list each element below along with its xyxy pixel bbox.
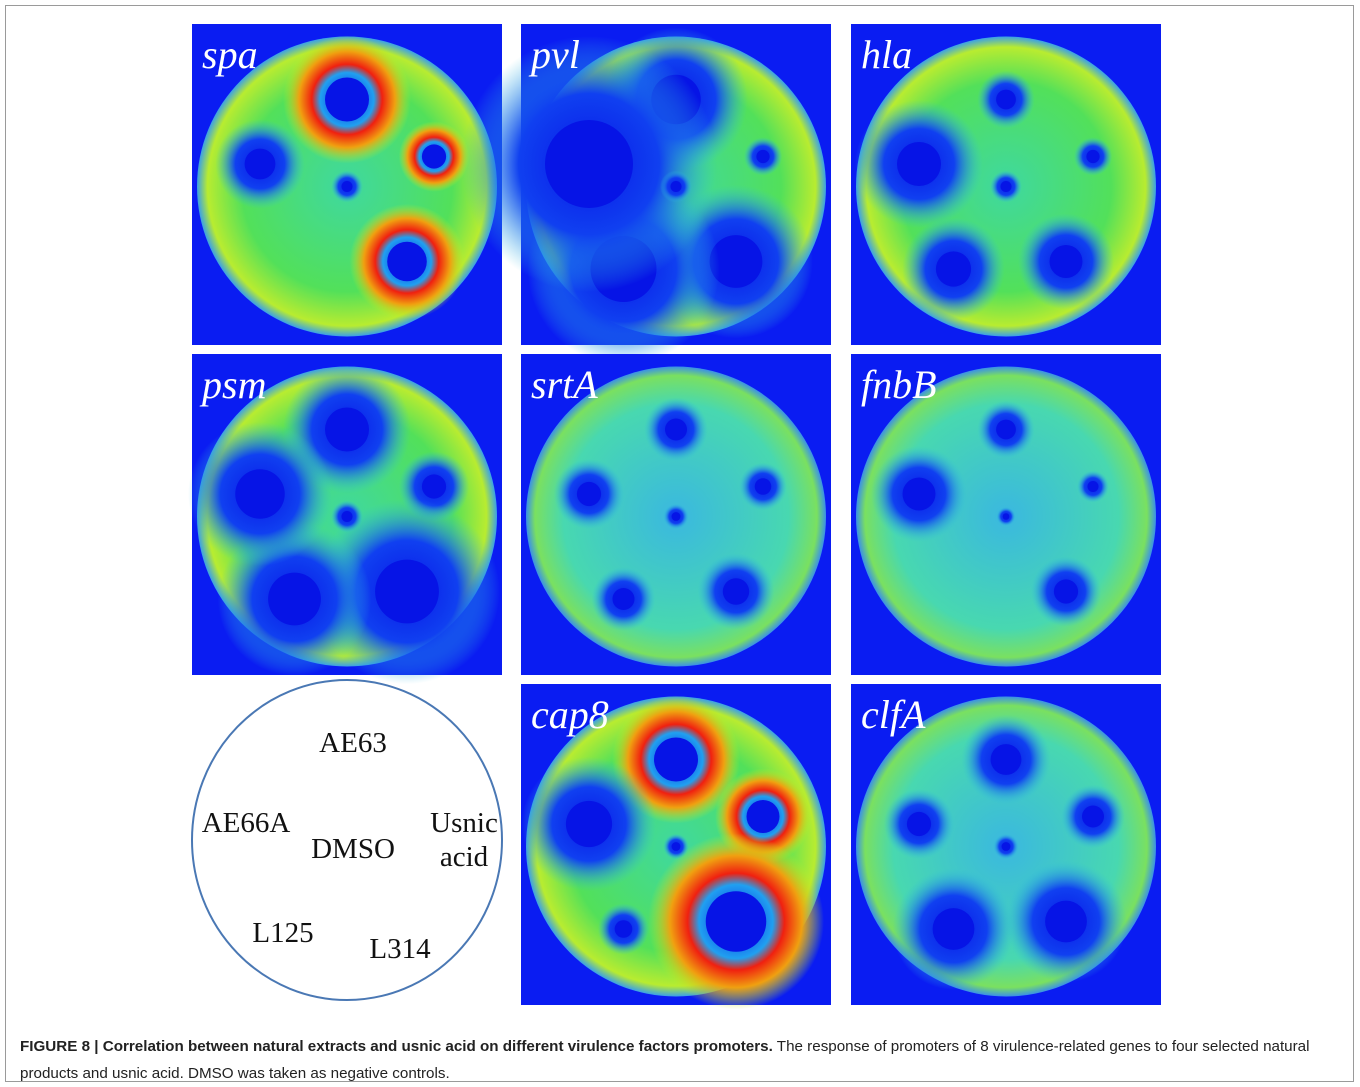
well (325, 408, 369, 452)
well (235, 469, 285, 519)
well (907, 812, 931, 836)
well (996, 420, 1016, 440)
legend-label: Usnic acid (414, 806, 514, 874)
well (903, 478, 936, 511)
panel: cap8 (521, 684, 831, 1010)
figure: spa pvl hla psm srtA fnbB cap8 clfA (0, 0, 1360, 1020)
panel-label: cap8 (531, 692, 609, 737)
well (1082, 806, 1104, 828)
well (672, 842, 681, 851)
panel: fnbB (851, 354, 1161, 675)
well (342, 181, 353, 192)
well (1001, 181, 1012, 192)
well (1002, 842, 1011, 851)
well (1003, 513, 1010, 520)
caption-label: FIGURE 8 | Correlation between natural e… (20, 1038, 773, 1055)
panel-label: pvl (528, 32, 580, 77)
well (566, 801, 612, 847)
well (1088, 481, 1099, 492)
legend-label: DMSO (293, 832, 413, 866)
well (747, 800, 780, 833)
panel: srtA (521, 354, 831, 675)
panel-label: clfA (861, 692, 926, 737)
well (723, 578, 749, 604)
panel-label: fnbB (861, 362, 937, 407)
well (1086, 150, 1099, 163)
well (706, 891, 767, 952)
panel-label: psm (199, 362, 266, 407)
well (387, 242, 427, 282)
well (615, 920, 633, 938)
well (1050, 245, 1083, 278)
well (375, 560, 439, 624)
well (545, 120, 633, 208)
well (671, 181, 682, 192)
well (613, 588, 635, 610)
well (342, 511, 353, 522)
well (422, 474, 446, 498)
well (665, 419, 687, 441)
panel-label: hla (861, 32, 912, 77)
legend-label: AE66A (186, 806, 306, 840)
well (996, 90, 1016, 110)
panel: spa (192, 24, 502, 345)
well (1054, 579, 1078, 603)
well (936, 251, 971, 286)
panel: psm (188, 354, 502, 684)
panel: hla (851, 24, 1161, 345)
legend-label: L314 (340, 932, 460, 966)
panel: clfA (851, 684, 1161, 1005)
well (755, 478, 772, 495)
well (577, 482, 601, 506)
caption: FIGURE 8 | Correlation between natural e… (20, 1033, 1345, 1087)
well (654, 738, 698, 782)
well (991, 744, 1022, 775)
panel-label: spa (202, 32, 258, 77)
well (672, 512, 681, 521)
panel-label: srtA (531, 362, 598, 407)
well (325, 78, 369, 122)
well (756, 150, 769, 163)
legend-label: AE63 (293, 726, 413, 760)
well (933, 908, 975, 950)
well (245, 149, 276, 180)
well (1045, 901, 1087, 943)
well (897, 142, 941, 186)
legend-label: L125 (223, 916, 343, 950)
panel: pvl (461, 24, 831, 365)
well (268, 573, 321, 626)
well (422, 144, 446, 168)
